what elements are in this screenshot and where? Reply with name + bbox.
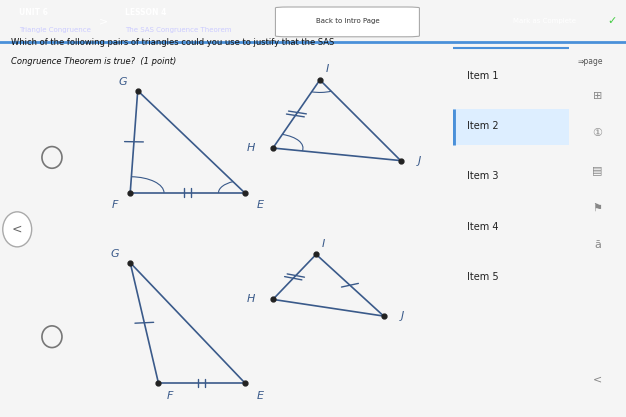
Text: J: J (401, 311, 404, 321)
Text: Item 3: Item 3 (467, 171, 499, 181)
Text: F: F (167, 391, 173, 401)
FancyBboxPatch shape (275, 7, 419, 37)
Text: Back to Intro Page: Back to Intro Page (316, 18, 379, 24)
Text: Item 2: Item 2 (467, 121, 499, 131)
Text: H: H (246, 143, 255, 153)
Text: Mark as Complete: Mark as Complete (513, 18, 577, 24)
Text: Congruence Theorem is true?  (1 point): Congruence Theorem is true? (1 point) (11, 57, 176, 66)
Text: E: E (256, 201, 264, 211)
Text: ①: ① (593, 128, 602, 138)
Circle shape (3, 212, 32, 247)
Text: <: < (593, 375, 602, 384)
Text: Item 4: Item 4 (467, 222, 499, 232)
Text: G: G (118, 77, 127, 87)
Text: ⇒page: ⇒page (578, 57, 603, 66)
Text: F: F (112, 201, 118, 211)
Text: ⊞: ⊞ (593, 91, 602, 101)
Text: UNIT 6: UNIT 6 (19, 8, 48, 17)
Text: Item 1: Item 1 (467, 70, 499, 80)
Text: ✓: ✓ (608, 16, 617, 26)
Text: ▤: ▤ (592, 166, 603, 176)
Text: Triangle Congruence: Triangle Congruence (19, 27, 91, 33)
Text: LESSON 4: LESSON 4 (125, 8, 167, 17)
Text: G: G (111, 249, 120, 259)
Text: ā: ā (594, 240, 601, 250)
Text: I: I (326, 64, 329, 74)
Text: E: E (256, 391, 264, 401)
Text: ⚑: ⚑ (593, 203, 602, 213)
FancyBboxPatch shape (453, 109, 569, 145)
Text: Which of the following pairs of triangles could you use to justify that the SAS: Which of the following pairs of triangle… (11, 38, 334, 47)
Text: The SAS Congruence Theorem: The SAS Congruence Theorem (125, 27, 232, 33)
Text: Item 5: Item 5 (467, 272, 499, 282)
Text: H: H (246, 294, 255, 304)
Text: <: < (12, 223, 23, 236)
Text: >: > (99, 17, 108, 27)
Text: I: I (322, 239, 326, 249)
Text: J: J (418, 156, 421, 166)
